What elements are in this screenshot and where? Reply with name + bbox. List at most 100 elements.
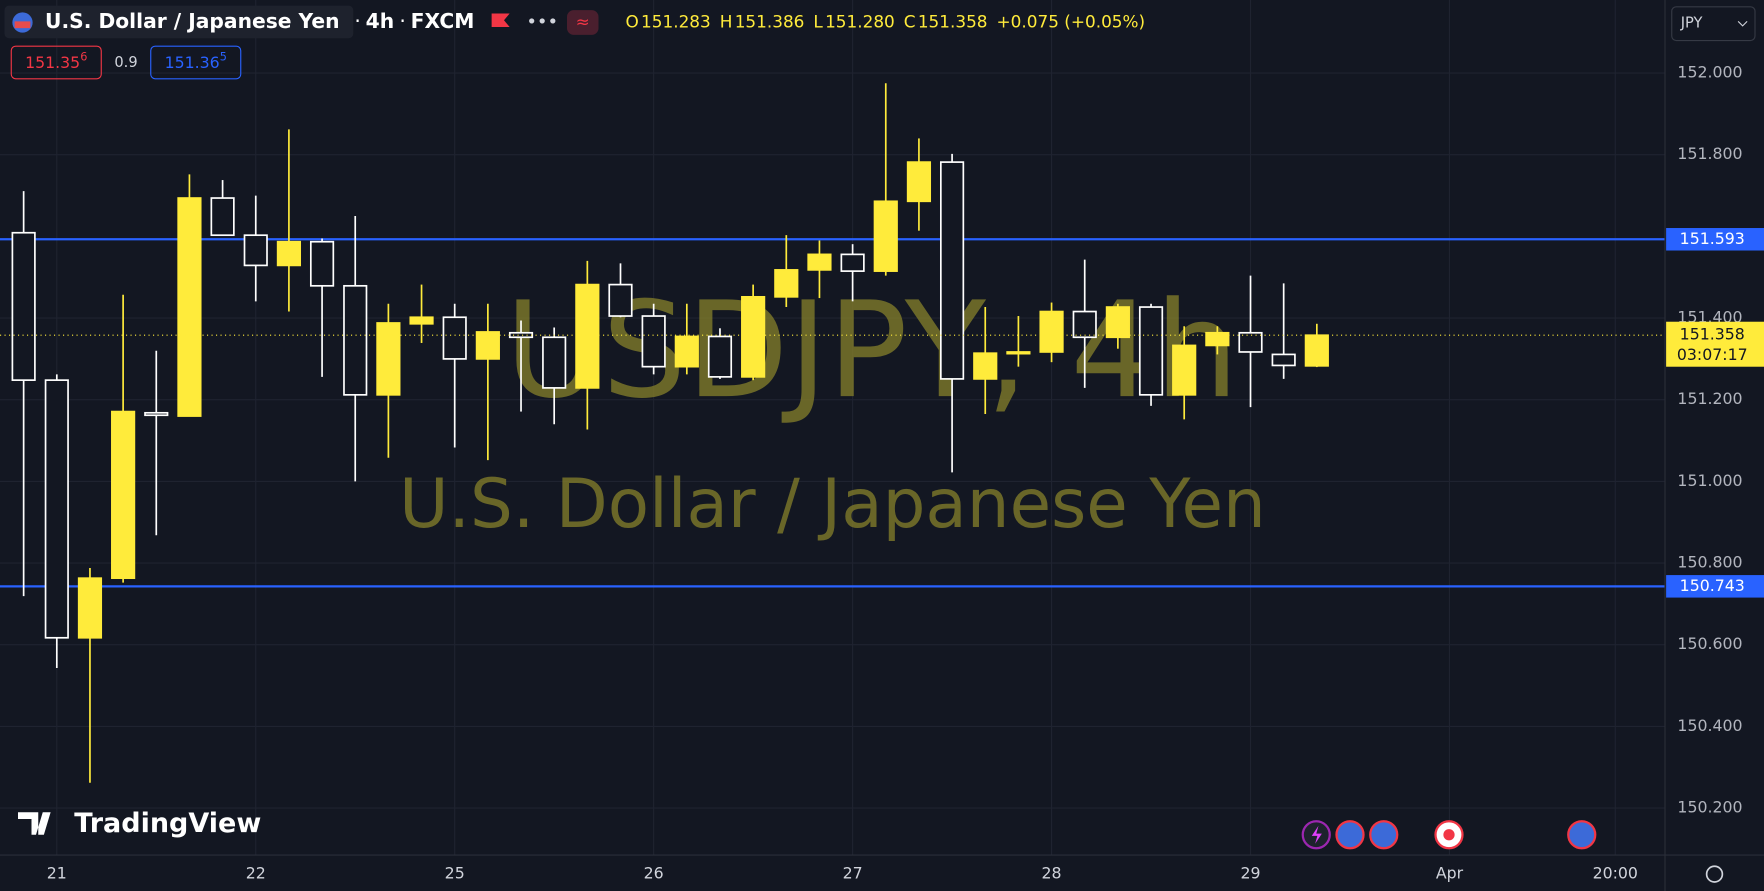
interval[interactable]: 4h	[366, 9, 395, 33]
symbol-name[interactable]: U.S. Dollar / Japanese Yen	[45, 9, 340, 33]
candle-body	[1304, 334, 1329, 367]
candle-body	[1172, 344, 1197, 396]
y-tick-label: 150.400	[1677, 716, 1742, 735]
price-label: 150.743	[1680, 576, 1745, 595]
candle-body	[77, 577, 103, 639]
candle-body	[276, 240, 302, 267]
axes-layer: 150.200 150.400 150.600 150.800 151.000 151.2…	[47, 63, 1764, 883]
x-tick-label: 21	[47, 864, 67, 883]
buy-button[interactable]	[150, 45, 242, 80]
candle-body	[210, 197, 235, 237]
candle-body	[11, 231, 36, 381]
logo-text[interactable]: TradingView	[74, 808, 261, 839]
y-tick-label: 151.800	[1677, 144, 1742, 163]
candle-body	[939, 161, 965, 380]
candle-body	[44, 379, 69, 639]
ohlc-o-label: O	[626, 12, 639, 32]
candle-body	[973, 352, 998, 380]
candle-body	[177, 197, 202, 417]
symbol-box[interactable]	[4, 5, 354, 39]
logo-mark	[18, 812, 51, 835]
currency-dropdown[interactable]	[1671, 6, 1756, 42]
ohlc-h-label: H	[720, 12, 733, 32]
candle-body	[575, 283, 600, 389]
y-tick-label: 152.000	[1677, 63, 1742, 82]
candle-body	[1006, 351, 1031, 355]
candle-body	[1138, 306, 1164, 396]
settings-button[interactable]	[1705, 865, 1724, 883]
x-tick-label: 25	[445, 864, 465, 883]
event-icon[interactable]	[1369, 820, 1399, 850]
sell-pip: 6	[80, 50, 87, 63]
candle-body	[608, 283, 633, 317]
price-label-box	[1666, 575, 1764, 598]
candle-body	[1271, 353, 1296, 367]
candle-body	[508, 331, 534, 339]
candle-body	[741, 295, 766, 378]
last-price-box	[1666, 321, 1764, 367]
sell-button[interactable]	[10, 45, 102, 80]
separator: ·	[399, 9, 405, 33]
symbol-flag-stripe	[14, 21, 31, 29]
separator: ·	[354, 9, 360, 33]
buy-pip: 5	[220, 50, 227, 63]
x-tick-label: 22	[246, 864, 266, 883]
spread: 0.9	[114, 54, 137, 71]
candle-body	[1238, 331, 1263, 353]
countdown-label: 03:07:17	[1677, 345, 1748, 364]
y-tick-label: 150.200	[1677, 798, 1742, 817]
plot-layer	[0, 83, 1665, 783]
y-tick-label: 151.000	[1677, 471, 1742, 490]
buy-main: 151.36	[165, 53, 220, 72]
candle-body	[707, 335, 733, 378]
candle-body	[442, 316, 467, 360]
x-tick-label: 28	[1042, 864, 1062, 883]
grid-layer	[0, 0, 1665, 855]
candle-body	[144, 411, 169, 417]
price-label: 151.593	[1680, 229, 1745, 248]
candle-body	[409, 316, 434, 325]
y-tick-label: 151.200	[1677, 389, 1742, 408]
sell-main: 151.35	[25, 53, 80, 72]
candle-body	[343, 284, 368, 396]
y-tick-label: 150.800	[1677, 553, 1742, 572]
candle-body	[243, 234, 268, 267]
ohlc-h: 151.386	[735, 12, 805, 32]
event-icon-dot	[1443, 829, 1455, 841]
candle-body	[1039, 310, 1064, 353]
flag-button[interactable]	[491, 13, 510, 28]
candle-body	[111, 410, 136, 580]
ohlc-o: 151.283	[641, 12, 711, 32]
x-tick-label: 20:00	[1593, 864, 1638, 883]
candle-body	[542, 336, 567, 389]
y-tick-label: 150.600	[1677, 634, 1742, 653]
event-icon[interactable]	[1567, 820, 1597, 850]
more-button[interactable]: •••	[526, 12, 558, 33]
candle-body	[1072, 310, 1097, 339]
ohlc-legend: O 151.283 H 151.386 L 151.280 C 151.358 +0.075 (…	[626, 12, 1146, 32]
ohlc-c-label: C	[904, 12, 916, 32]
candle-body	[774, 269, 799, 298]
x-tick-label: Apr	[1436, 864, 1464, 883]
buy-price: 151.365	[165, 50, 227, 71]
candle-body	[376, 322, 401, 396]
indicator-icon: ≈	[576, 12, 590, 32]
candle-body	[641, 315, 666, 368]
candle-body	[674, 335, 699, 368]
event-icon[interactable]	[1335, 820, 1365, 850]
x-tick-label: 26	[644, 864, 664, 883]
ohlc-change: +0.075 (+0.05%)	[997, 12, 1146, 32]
candle-body	[1205, 331, 1230, 347]
candle-body	[475, 331, 500, 360]
candle-body	[807, 253, 832, 271]
candle-body	[309, 240, 335, 287]
x-tick-label: 27	[843, 864, 863, 883]
dropdown-arrow	[1737, 20, 1748, 27]
last-price-label: 151.358	[1680, 325, 1745, 344]
exchange: FXCM	[411, 9, 475, 33]
indicator-button[interactable]	[567, 10, 599, 35]
